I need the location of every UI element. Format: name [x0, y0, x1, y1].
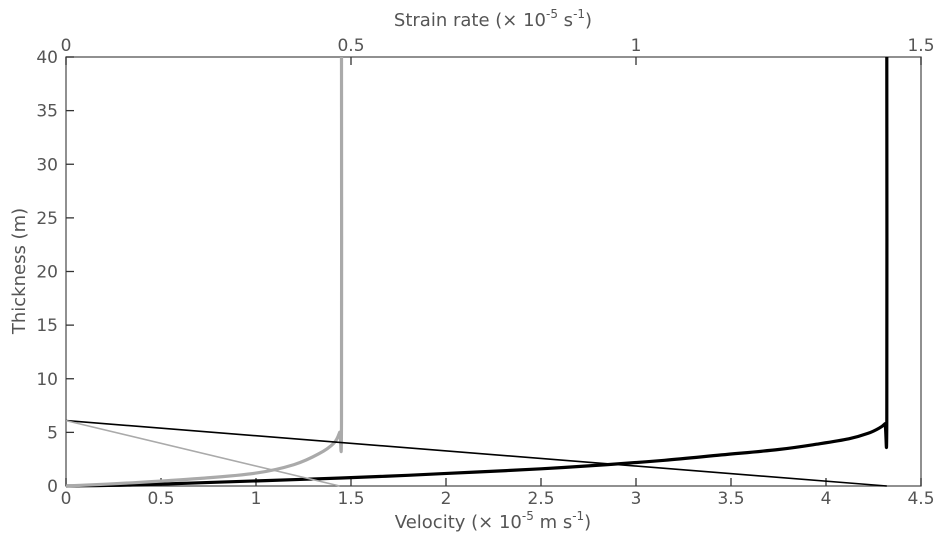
- left-tick-label: 35: [36, 102, 58, 122]
- left-tick-label: 0: [47, 477, 58, 497]
- bottom-tick-label: 1.5: [337, 489, 364, 509]
- series-line-4: [65, 419, 340, 487]
- top-axis-label-suffix: s: [558, 10, 573, 31]
- series-line-1: [65, 56, 889, 488]
- plot-frame: [65, 56, 922, 487]
- bottom-tick-label: 3: [631, 489, 642, 509]
- series-line-3: [65, 419, 887, 487]
- bottom-axis-label-exp2: -1: [572, 509, 584, 523]
- left-tick-label: 10: [36, 370, 58, 390]
- top-tick-label: 0.5: [337, 36, 364, 56]
- bottom-tick-label: 4: [821, 489, 832, 509]
- left-axis-ticks: 0 5 10 15 20 25 30 35 40: [36, 48, 74, 497]
- plot-border: [65, 56, 922, 487]
- bottom-axis-ticks: 0 0.5 1 1.5 2 2.5 3 3.5 4 4.5: [61, 478, 935, 509]
- top-axis-label-prefix: Strain rate (× 10: [394, 10, 546, 31]
- bottom-axis-label-suffix: m s: [534, 512, 572, 533]
- left-tick-label: 25: [36, 209, 58, 229]
- bottom-tick-label: 4.5: [907, 489, 934, 509]
- bottom-tick-label: 3.5: [717, 489, 744, 509]
- series-layer: [65, 56, 889, 488]
- bottom-tick-label: 0.5: [147, 489, 174, 509]
- top-axis-label-exp: -5: [546, 7, 558, 21]
- bottom-tick-label: 2: [441, 489, 452, 509]
- top-tick-label: 0: [61, 36, 72, 56]
- bottom-axis-label-close: ): [584, 512, 591, 533]
- left-tick-label: 15: [36, 316, 58, 336]
- top-tick-label: 1: [631, 36, 642, 56]
- left-tick-label: 40: [36, 48, 58, 68]
- top-axis-label: Strain rate (× 10-5 s-1): [394, 7, 592, 31]
- top-axis-label-exp2: -1: [573, 7, 585, 21]
- top-tick-label: 1.5: [907, 36, 934, 56]
- bottom-axis-label-prefix: Velocity (× 10: [395, 512, 522, 533]
- left-tick-label: 20: [36, 263, 58, 283]
- bottom-axis-label: Velocity (× 10-5 m s-1): [395, 509, 591, 533]
- left-axis-label: Thickness (m): [9, 208, 30, 335]
- top-axis-label-close: ): [585, 10, 592, 31]
- left-tick-label: 5: [47, 423, 58, 443]
- bottom-axis-label-exp: -5: [522, 509, 534, 523]
- left-tick-label: 30: [36, 155, 58, 175]
- top-axis-ticks: 0 0.5 1 1.5: [61, 36, 935, 65]
- series-line-2: [65, 56, 344, 488]
- bottom-tick-label: 0: [61, 489, 72, 509]
- bottom-tick-label: 2.5: [527, 489, 554, 509]
- bottom-tick-label: 1: [251, 489, 262, 509]
